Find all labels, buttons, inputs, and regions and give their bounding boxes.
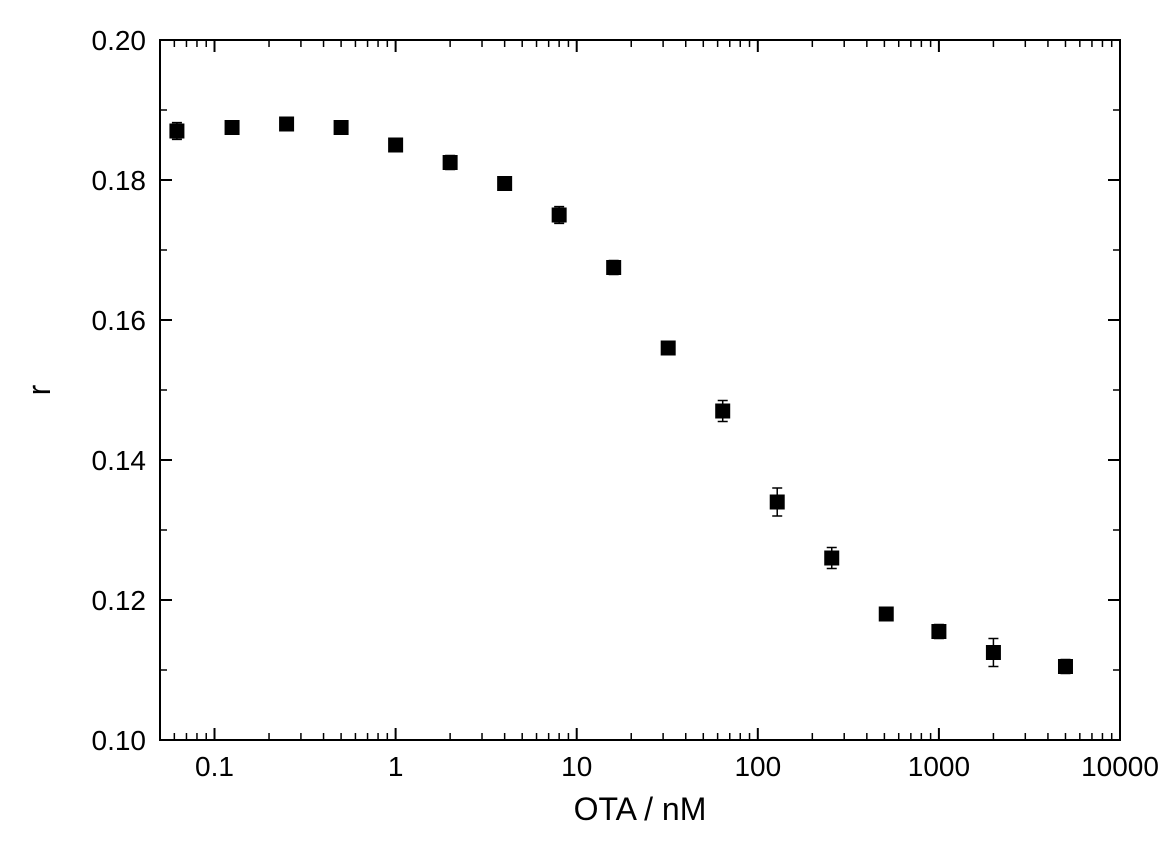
svg-text:1000: 1000	[908, 751, 970, 782]
svg-text:1: 1	[388, 751, 404, 782]
scatter-chart: 0.1 1 10 100 1000 10000 0.10 0.12 0.14 0.16 0.18 0.…	[0, 0, 1172, 855]
svg-text:0.20: 0.20	[92, 25, 147, 56]
svg-text:10000: 10000	[1081, 751, 1159, 782]
svg-text:10: 10	[561, 751, 592, 782]
svg-text:0.12: 0.12	[92, 585, 147, 616]
svg-text:0.16: 0.16	[92, 305, 147, 336]
svg-text:0.1: 0.1	[195, 751, 234, 782]
svg-text:r: r	[21, 384, 57, 395]
svg-text:OTA / nM: OTA / nM	[574, 791, 707, 827]
chart-container: 0.1 1 10 100 1000 10000 0.10 0.12 0.14 0.16 0.18 0.…	[0, 0, 1172, 855]
svg-text:0.14: 0.14	[92, 445, 147, 476]
svg-text:0.18: 0.18	[92, 165, 147, 196]
svg-text:0.10: 0.10	[92, 725, 147, 756]
svg-text:100: 100	[734, 751, 781, 782]
